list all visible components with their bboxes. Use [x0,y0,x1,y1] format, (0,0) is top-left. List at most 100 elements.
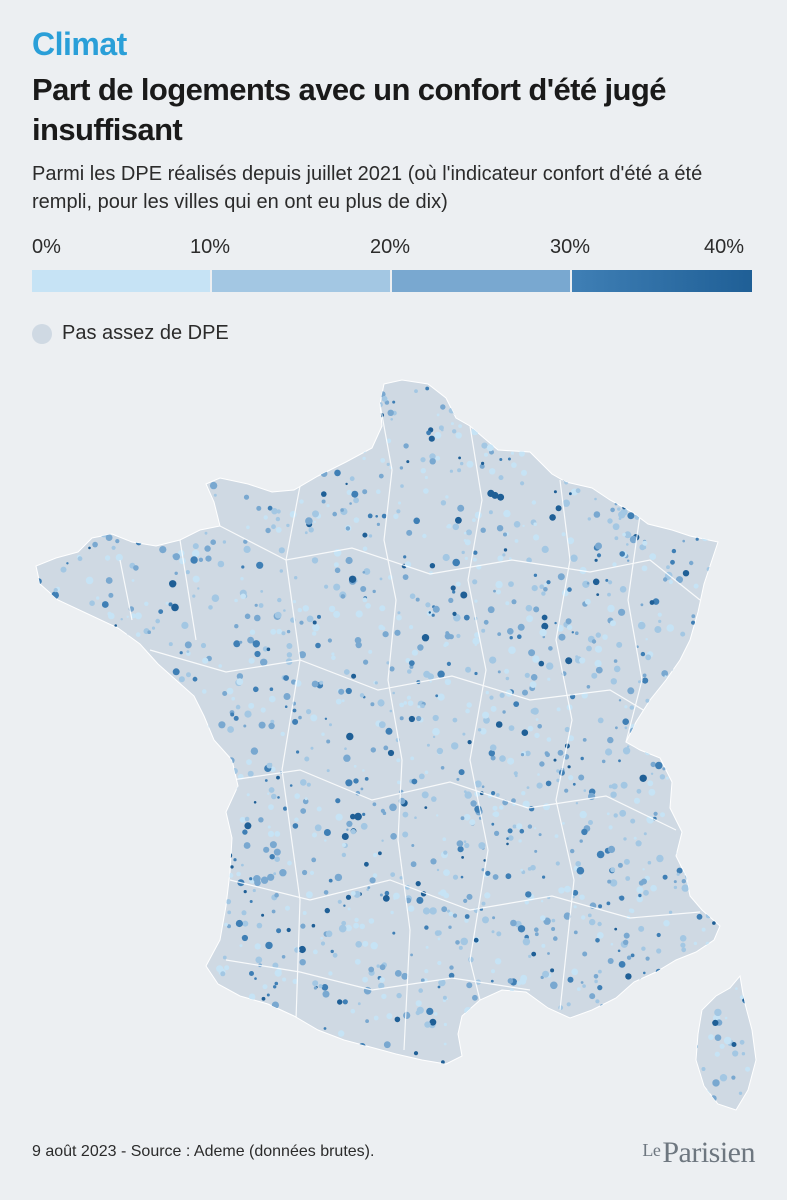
commune-cell [95,795,100,800]
commune-cell [254,603,258,607]
commune-cell [737,609,744,615]
commune-cell [612,1095,620,1102]
commune-cell [304,531,308,535]
commune-cell [189,1065,196,1072]
commune-cell [525,604,533,612]
commune-cell [262,421,266,426]
commune-cell [701,881,707,888]
commune-cell [231,783,238,791]
commune-cell [233,1048,238,1053]
commune-cell [450,585,456,591]
commune-cell [519,828,525,834]
commune-cell [289,434,294,439]
commune-cell [676,867,683,874]
commune-cell [697,409,701,414]
commune-cell [343,669,350,675]
commune-cell [277,1089,281,1093]
commune-cell [728,641,736,649]
commune-cell [367,513,373,519]
commune-cell [188,978,193,983]
commune-cell [751,786,756,792]
commune-cell [617,1102,623,1109]
commune-cell [271,909,276,914]
commune-cell [359,923,366,930]
commune-cell [226,852,233,859]
commune-cell [362,769,365,772]
commune-cell [169,748,174,753]
le-parisien-logo: LeParisien [642,1136,755,1170]
commune-cell [739,1039,745,1045]
commune-cell [294,576,298,580]
commune-cell [629,535,638,544]
commune-cell [531,393,535,397]
commune-cell [736,695,741,700]
commune-cell [420,704,425,709]
commune-cell [510,1009,515,1014]
commune-cell [746,608,752,614]
commune-cell [96,728,100,732]
commune-cell [133,565,139,571]
commune-cell [630,908,635,914]
commune-cell [667,411,675,419]
commune-cell [42,910,51,919]
commune-cell [706,495,712,501]
commune-cell [83,825,87,830]
commune-cell [185,1014,192,1021]
commune-cell [608,1022,612,1026]
commune-cell [164,971,168,975]
commune-cell [503,548,508,552]
commune-cell [481,868,485,872]
commune-cell [707,868,714,875]
commune-cell [36,962,38,967]
commune-cell [274,892,279,898]
commune-cell [283,609,286,612]
commune-cell [119,431,127,440]
commune-cell [376,522,380,527]
commune-cell [679,475,687,483]
commune-cell [27,490,35,498]
commune-cell [267,792,270,795]
commune-cell [231,696,235,701]
commune-cell [703,665,707,669]
commune-cell [502,1059,508,1064]
commune-cell [87,456,90,460]
commune-cell [442,553,450,562]
commune-cell [197,412,202,417]
commune-cell [446,661,451,667]
commune-cell [712,667,719,673]
commune-cell [630,953,635,958]
commune-cell [269,687,274,691]
commune-cell [625,876,631,881]
commune-cell [623,837,627,841]
commune-cell [533,827,537,830]
commune-cell [493,1055,497,1058]
commune-cell [47,795,52,801]
commune-cell [61,792,68,799]
commune-cell [120,1054,127,1061]
commune-cell [346,401,353,408]
commune-cell [743,499,750,507]
commune-cell [703,394,707,397]
commune-cell [736,539,741,544]
nodata-label: Pas assez de DPE [62,322,229,344]
commune-cell [383,745,389,751]
commune-cell [450,422,454,426]
commune-cell [154,457,162,465]
commune-cell [581,1083,585,1087]
commune-cell [465,1025,471,1031]
commune-cell [76,826,84,833]
commune-cell [105,716,110,721]
commune-cell [751,943,756,949]
commune-cell [192,543,199,550]
commune-cell [661,407,668,414]
commune-cell [36,395,42,401]
commune-cell [355,392,360,397]
commune-cell [354,958,361,965]
commune-cell [354,812,362,821]
commune-cell [355,429,362,436]
commune-cell [122,392,128,398]
commune-cell [668,579,674,585]
commune-cell [323,1077,327,1081]
commune-cell [31,997,35,1001]
commune-cell [105,577,113,584]
